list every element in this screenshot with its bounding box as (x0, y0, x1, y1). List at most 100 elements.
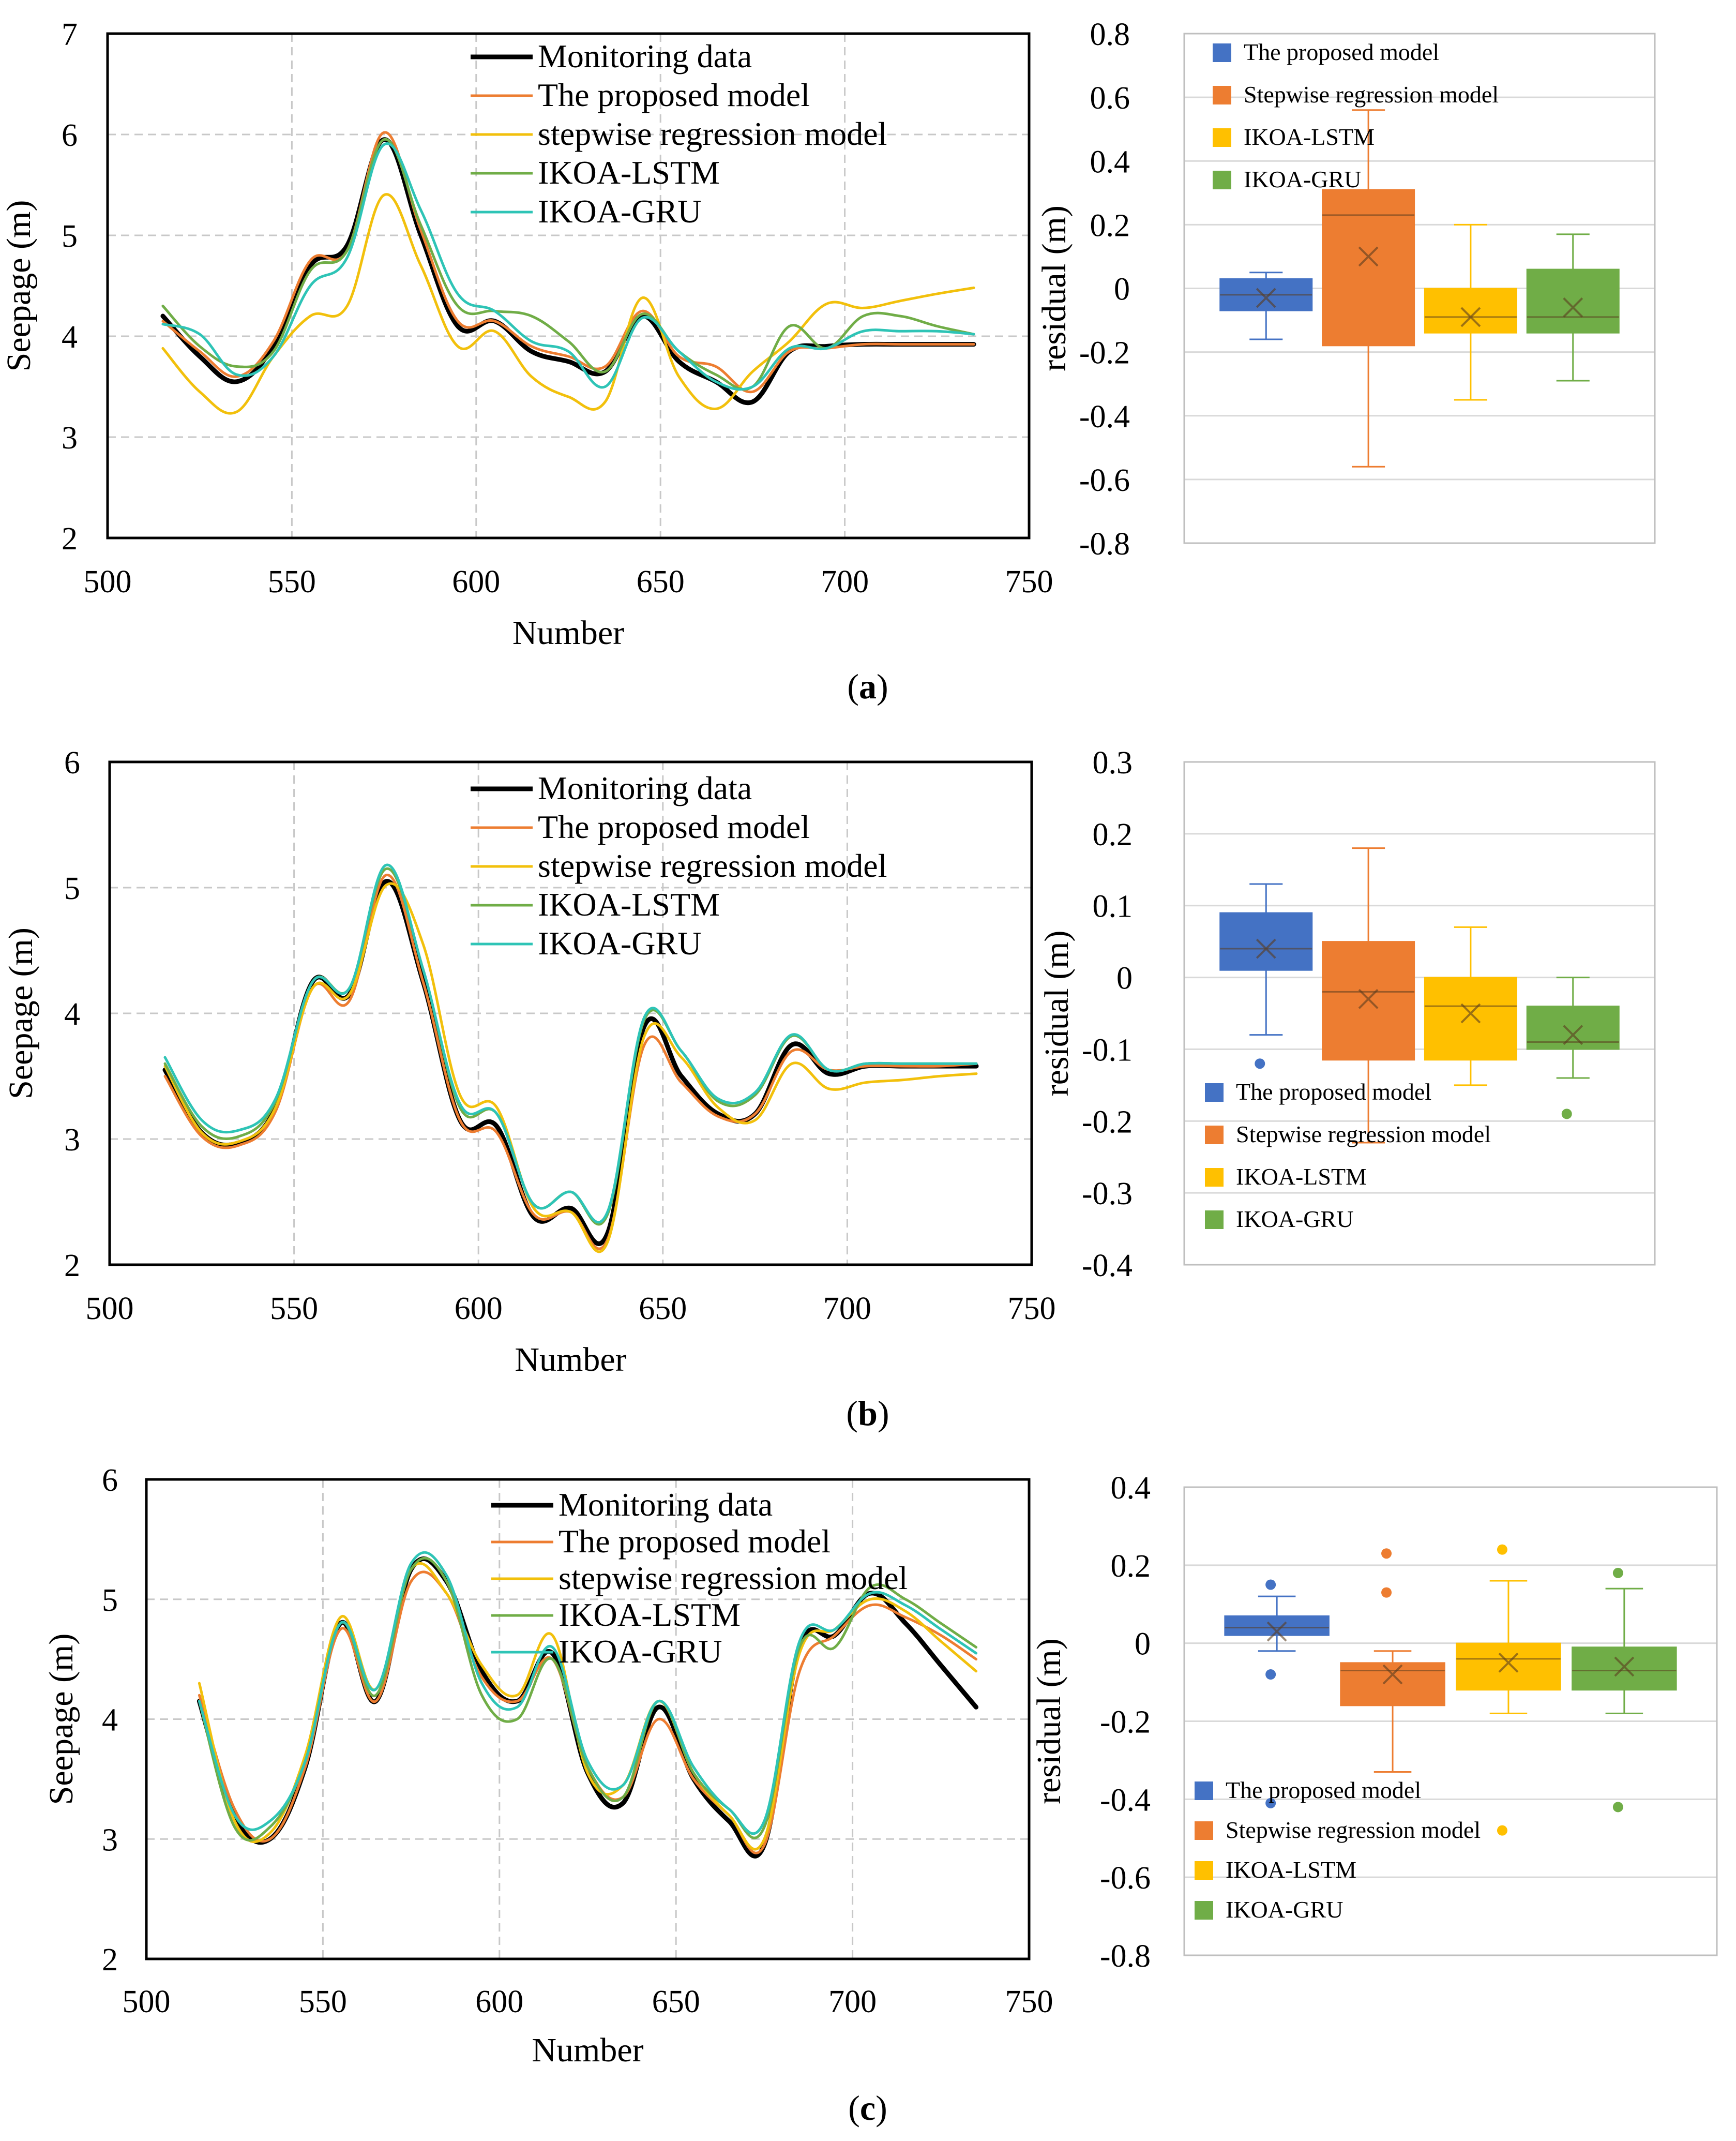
y-axis-label: residual (m) (1038, 931, 1076, 1097)
box-chart-a-box: 0.8 0.6 0.4 0.2 0 -0.2 -0.4 -0.6 -0.8 residual (m… (1035, 17, 1656, 562)
y-tick-label: 0.4 (1111, 1471, 1151, 1506)
legend-label-box_gru: IKOA-GRU (1244, 166, 1361, 192)
caption-close-paren: ) (875, 2088, 887, 2128)
x-tick-label: 600 (452, 564, 500, 600)
legend-label-box_gru: IKOA-GRU (1226, 1896, 1343, 1923)
box-outlier-box_stepwise (1381, 1548, 1392, 1559)
y-tick-label: -0.4 (1082, 1248, 1133, 1283)
box-mean-marker-box_lstm (1460, 307, 1481, 327)
legend-swatch-box_gru (1195, 1901, 1213, 1920)
x-tick-label: 650 (639, 1291, 687, 1326)
box-outlier-box_gru (1612, 1567, 1623, 1578)
legend-label-gru: IKOA-GRU (558, 1633, 722, 1670)
y-tick-label: 0.2 (1093, 817, 1133, 852)
legend-swatch-box_stepwise (1195, 1821, 1213, 1840)
y-tick-label: -0.2 (1082, 1104, 1133, 1140)
box-body-box_lstm (1424, 977, 1517, 1061)
caption-1: (b) (846, 1394, 889, 1433)
legend-label-box_lstm: IKOA-LSTM (1226, 1856, 1356, 1883)
legend-label-box_proposed: The proposed model (1244, 39, 1439, 65)
x-tick-label: 750 (1008, 1291, 1056, 1326)
plot-frame (1183, 1486, 1718, 1956)
box-body-box_lstm (1456, 1642, 1561, 1691)
y-tick-label: -0.1 (1082, 1032, 1133, 1068)
legend-label-box_lstm: IKOA-LSTM (1236, 1163, 1367, 1190)
x-axis-label: Number (512, 614, 624, 652)
y-tick-label: 6 (62, 118, 78, 153)
x-tick-label: 600 (475, 1984, 523, 2019)
box-mean-marker-box_stepwise (1382, 1664, 1403, 1685)
legend-swatch-box_stepwise (1205, 1126, 1224, 1144)
box-outlier-box_proposed (1255, 1058, 1265, 1069)
box-chart-c-box: 0.4 0.2 0 -0.2 -0.4 -0.6 -0.8 residual (m) The p… (1030, 1471, 1718, 1974)
line-chart-b-line: 500 550 600 650 700 750 2 3 4 5 6 Number Seepage (m)… (2, 745, 1056, 1379)
y-tick-label: 2 (102, 1942, 118, 1978)
y-tick-label: 2 (64, 1248, 80, 1283)
box-mean-marker-box_gru (1614, 1656, 1635, 1677)
caption-letter: b (858, 1394, 878, 1433)
x-tick-label: 750 (1005, 1984, 1053, 2019)
legend-swatch-box_lstm (1213, 128, 1231, 147)
legend-swatch-box_proposed (1213, 43, 1231, 62)
x-tick-label: 500 (84, 564, 132, 600)
legend-label-box_stepwise: Stepwise regression model (1244, 81, 1499, 108)
plot-frame (1183, 761, 1656, 1266)
x-axis-label: Number (532, 2031, 643, 2069)
legend-swatch-box_proposed (1205, 1083, 1224, 1102)
box-mean-marker-box_proposed (1256, 288, 1276, 308)
x-tick-label: 650 (637, 564, 685, 600)
legend-label-monitoring: Monitoring data (558, 1486, 773, 1523)
y-axis-label: residual (m) (1035, 205, 1073, 371)
box-outlier-box_stepwise (1381, 1587, 1392, 1598)
line-chart-c-line: 500 550 600 650 700 750 2 3 4 5 6 Number Seepage (m)… (42, 1463, 1053, 2069)
x-tick-label: 600 (455, 1291, 503, 1326)
legend-swatch-box_lstm (1195, 1861, 1213, 1880)
y-tick-label: 0.2 (1111, 1549, 1151, 1584)
y-tick-label: -0.4 (1100, 1783, 1151, 1818)
y-tick-label: -0.6 (1100, 1861, 1151, 1896)
box-body-box_gru (1526, 268, 1620, 334)
y-axis-label: Seepage (m) (0, 200, 38, 372)
caption-open-paren: ( (846, 1394, 858, 1433)
legend-swatch-box_gru (1205, 1210, 1224, 1229)
legend-label-stepwise: stepwise regression model (538, 847, 887, 884)
legend-label-gru: IKOA-GRU (538, 925, 701, 962)
y-tick-label: 0 (1116, 961, 1133, 996)
box-mean-marker-box_proposed (1256, 938, 1276, 959)
y-tick-label: 0 (1135, 1627, 1151, 1662)
legend-label-gru: IKOA-GRU (538, 193, 701, 230)
caption-close-paren: ) (878, 1394, 889, 1433)
y-tick-label: 2 (62, 521, 78, 557)
caption-open-paren: ( (847, 667, 859, 706)
y-tick-label: 0.4 (1090, 144, 1130, 179)
plot-frame (1183, 33, 1656, 544)
box-body-box_lstm (1424, 288, 1517, 334)
x-tick-label: 700 (823, 1291, 871, 1326)
x-tick-label: 550 (299, 1984, 347, 2019)
box-body-box_stepwise (1322, 189, 1415, 347)
series-line-gru (163, 863, 978, 1224)
legend-label-box_stepwise: Stepwise regression model (1236, 1121, 1491, 1147)
caption-letter: a (859, 667, 877, 706)
x-tick-label: 500 (86, 1291, 134, 1326)
legend-label-lstm: IKOA-LSTM (558, 1596, 741, 1633)
caption-letter: c (860, 2088, 875, 2128)
legend-label-proposed: The proposed model (558, 1523, 831, 1560)
box-mean-marker-box_proposed (1266, 1621, 1287, 1642)
y-axis-label: Seepage (m) (2, 927, 40, 1099)
series-line-stepwise (163, 882, 978, 1253)
legend-label-box_lstm: IKOA-LSTM (1244, 124, 1375, 150)
x-tick-label: 650 (652, 1984, 700, 2019)
box-body-box_stepwise (1340, 1662, 1445, 1706)
y-tick-label: 3 (102, 1822, 118, 1858)
legend-label-proposed: The proposed model (538, 77, 810, 113)
box-mean-marker-box_stepwise (1358, 246, 1379, 267)
box-outlier-box_proposed (1265, 1669, 1276, 1680)
legend-label-proposed: The proposed model (538, 809, 810, 845)
box-mean-marker-box_gru (1563, 1025, 1583, 1045)
y-tick-label: 5 (102, 1583, 118, 1618)
y-tick-label: 0.3 (1093, 745, 1133, 781)
y-tick-label: 0.6 (1090, 81, 1130, 116)
box-body-box_proposed (1219, 912, 1313, 971)
